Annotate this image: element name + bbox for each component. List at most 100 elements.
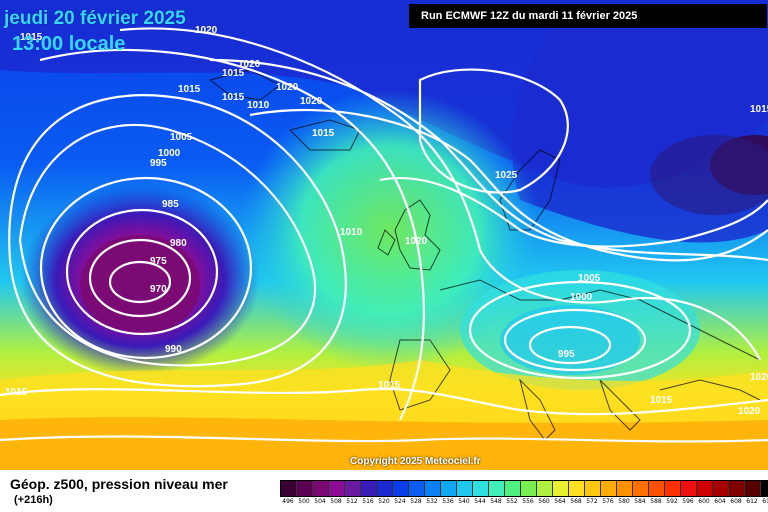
isobar-label: 1020	[195, 25, 218, 36]
isobar-label: 1015	[750, 104, 768, 115]
scale-swatch	[425, 481, 441, 496]
isobar-label: 1015	[178, 84, 201, 95]
isobar-label: 1015	[222, 68, 245, 79]
scale-value: 592	[666, 498, 678, 505]
run-banner: Run ECMWF 12Z du mardi 11 février 2025	[409, 4, 767, 28]
isobar-label: 1020	[300, 96, 323, 107]
scale-swatch	[297, 481, 313, 496]
scale-swatch	[681, 481, 697, 496]
scale-value: 580	[618, 498, 630, 505]
isobar-label: 1015	[650, 395, 673, 406]
scale-swatch	[649, 481, 665, 496]
scale-value: 608	[730, 498, 742, 505]
legend-lead-time: (+216h)	[14, 494, 53, 506]
isobar-label: 1020	[276, 82, 299, 93]
scale-value: 556	[522, 498, 534, 505]
scale-value: 540	[458, 498, 470, 505]
scale-swatch	[361, 481, 377, 496]
isobar-label: 1005	[578, 273, 601, 284]
scale-value: 544	[474, 498, 486, 505]
copyright-notice: Copyright 2025 Meteociel.fr	[350, 456, 481, 467]
scale-value: 560	[538, 498, 550, 505]
scale-value: 572	[586, 498, 598, 505]
scale-value: 508	[330, 498, 342, 505]
scale-value: 536	[442, 498, 454, 505]
isobar-label: 980	[170, 238, 187, 249]
scale-swatch	[473, 481, 489, 496]
scale-value: 520	[378, 498, 390, 505]
forecast-time: 13:00 locale	[12, 33, 126, 55]
scale-swatch	[505, 481, 521, 496]
color-scale-labels: 496 500 504 508 512 516 520 524 528 532 536 540 544 5…	[280, 498, 768, 510]
scale-value: 616	[762, 498, 768, 505]
scale-value: 564	[554, 498, 566, 505]
isobar-label: 1015	[312, 128, 335, 139]
scale-value: 588	[650, 498, 662, 505]
scale-swatch	[393, 481, 409, 496]
coastlines	[208, 69, 761, 441]
scale-swatch	[665, 481, 681, 496]
isobar-label: 1020	[738, 406, 761, 417]
isobar-label: 1015	[20, 32, 43, 43]
scale-value: 512	[346, 498, 358, 505]
scale-value: 528	[410, 498, 422, 505]
scale-value: 524	[394, 498, 406, 505]
scale-swatch	[537, 481, 553, 496]
scale-swatch	[761, 481, 768, 496]
scale-swatch	[745, 481, 761, 496]
scale-value: 600	[698, 498, 710, 505]
scale-swatch	[553, 481, 569, 496]
scale-swatch	[713, 481, 729, 496]
scale-swatch	[409, 481, 425, 496]
scale-value: 532	[426, 498, 438, 505]
isobar-label: 990	[165, 344, 182, 355]
isobar-label: 1015	[222, 92, 245, 103]
scale-value: 516	[362, 498, 374, 505]
scale-swatch	[697, 481, 713, 496]
isobar-label: 1010	[340, 227, 363, 238]
scale-swatch	[441, 481, 457, 496]
scale-value: 596	[682, 498, 694, 505]
scale-swatch	[601, 481, 617, 496]
weather-map: 1020 1015 1020 1015 1020 1015 1015 1010 1015 1020…	[0, 0, 768, 470]
scale-swatch	[585, 481, 601, 496]
scale-value: 612	[746, 498, 758, 505]
isobar-label: 1015	[378, 380, 401, 391]
scale-value: 568	[570, 498, 582, 505]
isobar-label: 995	[558, 349, 575, 360]
isobar-label: 1020	[405, 236, 428, 247]
isobar-label: 975	[150, 256, 167, 267]
map-canvas: 1020101510201015102010151015101010151020…	[0, 0, 768, 470]
scale-swatch	[377, 481, 393, 496]
isobar-label: 1015	[5, 387, 28, 398]
scale-value: 496	[282, 498, 294, 505]
isobar-label: 1000	[570, 292, 593, 303]
isobar-label: 1005	[170, 132, 193, 143]
forecast-date: jeudi 20 février 2025	[4, 8, 186, 29]
isobar-lines	[0, 27, 768, 443]
scale-value: 604	[714, 498, 726, 505]
scale-swatch	[729, 481, 745, 496]
scale-value: 552	[506, 498, 518, 505]
scale-swatch	[521, 481, 537, 496]
scale-value: 548	[490, 498, 502, 505]
color-scale	[280, 480, 768, 497]
isobar-label: 970	[150, 284, 167, 295]
isobar-label: 985	[162, 199, 179, 210]
scale-swatch	[345, 481, 361, 496]
isobar-label: 1010	[247, 100, 270, 111]
isobar-label: 995	[150, 158, 167, 169]
scale-value: 504	[314, 498, 326, 505]
scale-swatch	[313, 481, 329, 496]
scale-swatch	[569, 481, 585, 496]
scale-value: 584	[634, 498, 646, 505]
legend-title: Géop. z500, pression niveau mer	[10, 476, 228, 492]
scale-swatch	[457, 481, 473, 496]
isobar-labels: 1020101510201015102010151015101010151020…	[5, 25, 768, 417]
scale-swatch	[633, 481, 649, 496]
scale-swatch	[329, 481, 345, 496]
isobar-label: 1020	[238, 59, 261, 70]
scale-swatch	[489, 481, 505, 496]
scale-value: 576	[602, 498, 614, 505]
scale-swatch	[281, 481, 297, 496]
